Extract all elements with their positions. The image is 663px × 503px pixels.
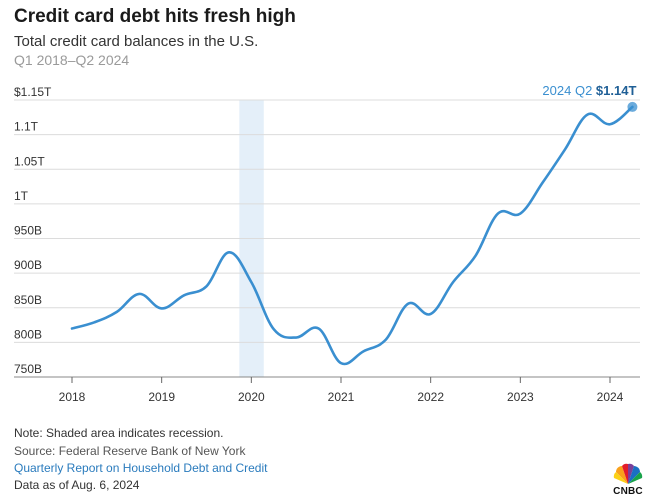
footer-as-of: Data as of Aug. 6, 2024 — [14, 478, 140, 492]
x-tick-label: 2019 — [148, 390, 175, 404]
x-tick-label: 2018 — [59, 390, 86, 404]
y-tick-label: 1.1T — [14, 120, 39, 134]
y-tick-label: 950B — [14, 224, 42, 238]
series-line — [70, 105, 634, 366]
end-value-label: 2024 Q2 $1.14T — [542, 83, 636, 98]
x-tick-label: 2023 — [507, 390, 534, 404]
peacock-icon — [613, 463, 643, 484]
logo-text: CNBC — [613, 486, 643, 497]
x-tick-label: 2024 — [597, 390, 624, 404]
x-tick-label: 2021 — [328, 390, 355, 404]
y-tick-label: 900B — [14, 258, 42, 272]
end-label-period: 2024 Q2 — [542, 83, 596, 98]
y-tick-label: 750B — [14, 362, 42, 376]
y-tick-label: 1T — [14, 189, 29, 203]
end-point-marker — [627, 101, 638, 112]
x-tick-label: 2022 — [417, 390, 444, 404]
y-tick-label: 850B — [14, 293, 42, 307]
end-label-value: $1.14T — [596, 83, 637, 98]
footer-note: Note: Shaded area indicates recession. — [14, 426, 224, 440]
chart-period: Q1 2018–Q2 2024 — [14, 52, 130, 68]
line-chart: 750B 800B 850B 900B 950B 1T 1.05T 1.1T $1.15T 201… — [14, 83, 640, 404]
y-tick-label: $1.15T — [14, 85, 52, 99]
cnbc-logo: CNBC — [608, 462, 648, 498]
chart-subtitle: Total credit card balances in the U.S. — [14, 33, 259, 50]
y-tick-label: 800B — [14, 327, 42, 341]
y-tick-label: 1.05T — [14, 154, 45, 168]
x-tick-label: 2020 — [238, 390, 265, 404]
footer-report-link[interactable]: Quarterly Report on Household Debt and C… — [14, 461, 268, 475]
footer-source: Source: Federal Reserve Bank of New York — [14, 444, 246, 458]
chart-title: Credit card debt hits fresh high — [14, 6, 296, 27]
